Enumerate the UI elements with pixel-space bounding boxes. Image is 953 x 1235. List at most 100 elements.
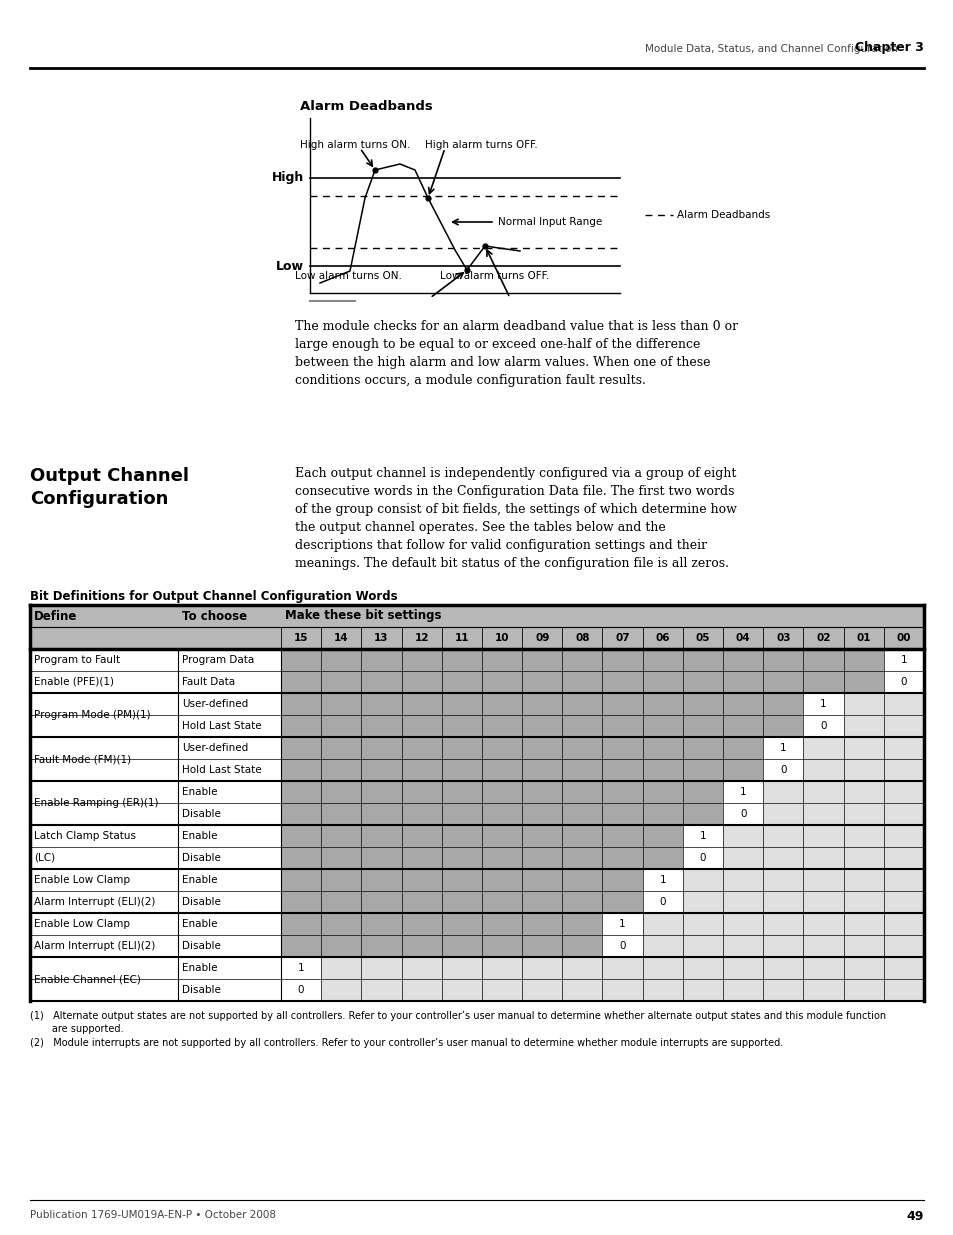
Bar xyxy=(722,869,762,890)
Bar xyxy=(481,869,521,890)
Bar xyxy=(321,760,361,781)
Bar xyxy=(481,715,521,737)
Bar xyxy=(321,847,361,869)
Bar xyxy=(882,913,923,935)
Bar xyxy=(802,627,842,650)
Bar xyxy=(642,847,682,869)
Bar xyxy=(521,781,561,803)
Bar xyxy=(481,650,521,671)
Bar xyxy=(762,650,802,671)
Bar xyxy=(802,760,842,781)
Text: Output Channel: Output Channel xyxy=(30,467,189,485)
Bar xyxy=(762,957,802,979)
Bar xyxy=(762,781,802,803)
Bar xyxy=(802,693,842,715)
Bar xyxy=(642,957,682,979)
Bar xyxy=(722,957,762,979)
Bar xyxy=(481,890,521,913)
Text: Enable Low Clamp: Enable Low Clamp xyxy=(34,876,130,885)
Bar xyxy=(602,935,642,957)
Text: Fault Mode (FM)(1): Fault Mode (FM)(1) xyxy=(34,755,131,764)
Bar xyxy=(842,825,882,847)
Bar xyxy=(762,671,802,693)
Bar xyxy=(178,935,281,957)
Bar xyxy=(682,627,722,650)
Bar xyxy=(178,693,281,715)
Bar xyxy=(321,715,361,737)
Bar xyxy=(30,825,178,869)
Text: 12: 12 xyxy=(414,634,429,643)
Bar xyxy=(802,913,842,935)
Bar xyxy=(521,847,561,869)
Bar xyxy=(842,715,882,737)
Bar xyxy=(178,869,281,890)
Text: 1: 1 xyxy=(659,876,665,885)
Bar xyxy=(842,890,882,913)
Bar xyxy=(842,957,882,979)
Bar xyxy=(561,671,602,693)
Bar xyxy=(762,693,802,715)
Bar xyxy=(521,913,561,935)
Bar xyxy=(281,715,321,737)
Bar xyxy=(762,825,802,847)
Text: 1: 1 xyxy=(699,831,705,841)
Bar xyxy=(441,869,481,890)
Text: Program to Fault: Program to Fault xyxy=(34,655,120,664)
Bar xyxy=(882,715,923,737)
Bar xyxy=(642,890,682,913)
Bar xyxy=(321,627,361,650)
Bar xyxy=(722,627,762,650)
Bar xyxy=(281,825,321,847)
Text: 0: 0 xyxy=(820,721,826,731)
Bar xyxy=(441,847,481,869)
Bar xyxy=(882,650,923,671)
Bar xyxy=(441,650,481,671)
Text: 0: 0 xyxy=(659,897,665,906)
Bar xyxy=(561,979,602,1002)
Bar xyxy=(281,869,321,890)
Bar xyxy=(178,803,281,825)
Bar xyxy=(361,847,401,869)
Bar xyxy=(682,847,722,869)
Bar xyxy=(481,671,521,693)
Text: of the group consist of bit fields, the settings of which determine how: of the group consist of bit fields, the … xyxy=(294,503,736,516)
Bar xyxy=(30,605,923,627)
Bar xyxy=(882,760,923,781)
Bar xyxy=(361,693,401,715)
Text: Publication 1769-UM019A-EN-P • October 2008: Publication 1769-UM019A-EN-P • October 2… xyxy=(30,1210,275,1220)
Text: Program Data: Program Data xyxy=(182,655,254,664)
Bar xyxy=(682,979,722,1002)
Bar xyxy=(321,693,361,715)
Bar xyxy=(802,650,842,671)
Bar xyxy=(481,693,521,715)
Bar xyxy=(321,957,361,979)
Text: Alarm Interrupt (ELI)(2): Alarm Interrupt (ELI)(2) xyxy=(34,897,155,906)
Bar xyxy=(281,935,321,957)
Bar xyxy=(401,957,441,979)
Bar xyxy=(682,803,722,825)
Bar xyxy=(842,935,882,957)
Bar xyxy=(361,825,401,847)
Bar xyxy=(762,979,802,1002)
Text: Low: Low xyxy=(275,259,304,273)
Bar xyxy=(321,913,361,935)
Bar xyxy=(642,671,682,693)
Text: Disable: Disable xyxy=(182,853,221,863)
Bar xyxy=(521,825,561,847)
Text: High alarm turns ON.: High alarm turns ON. xyxy=(299,140,410,149)
Bar xyxy=(521,693,561,715)
Text: 0: 0 xyxy=(618,941,625,951)
Bar xyxy=(682,737,722,760)
Bar xyxy=(602,671,642,693)
Bar xyxy=(321,781,361,803)
Bar xyxy=(722,935,762,957)
Bar xyxy=(441,760,481,781)
Text: Enable Ramping (ER)(1): Enable Ramping (ER)(1) xyxy=(34,798,158,808)
Bar xyxy=(321,825,361,847)
Text: meanings. The default bit status of the configuration file is all zeros.: meanings. The default bit status of the … xyxy=(294,557,728,571)
Bar xyxy=(802,781,842,803)
Bar xyxy=(602,650,642,671)
Bar xyxy=(842,693,882,715)
Bar xyxy=(401,890,441,913)
Bar xyxy=(321,869,361,890)
